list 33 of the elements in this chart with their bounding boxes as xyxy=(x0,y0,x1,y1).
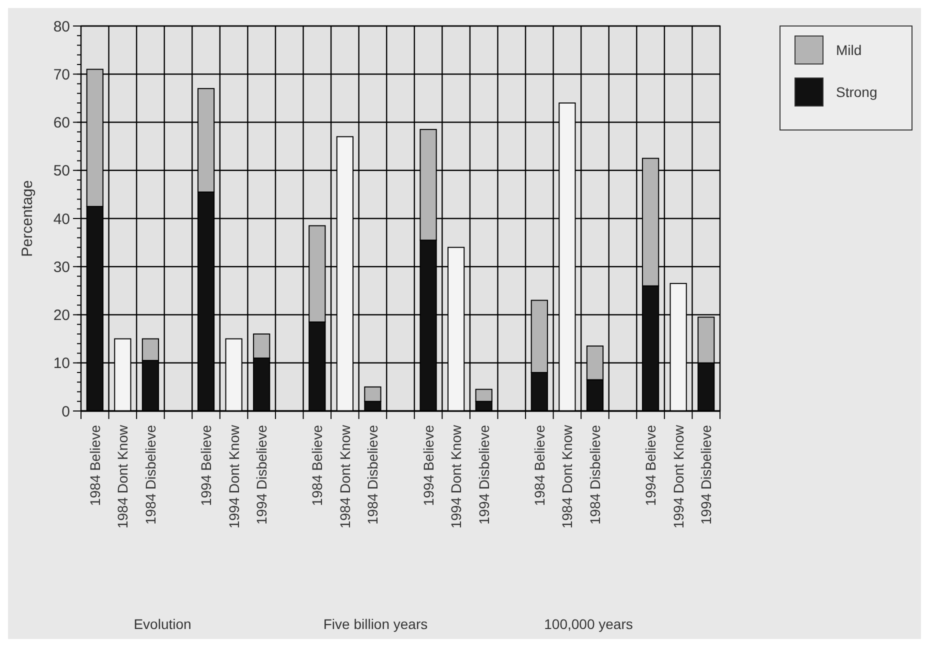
y-tick-label: 20 xyxy=(53,307,70,324)
y-tick-label: 0 xyxy=(62,403,70,420)
text: Evolution xyxy=(134,616,192,632)
legend-label: Mild xyxy=(836,42,862,58)
x-tick-label: 1994 Disbelieve xyxy=(698,424,714,525)
y-tick-label: 50 xyxy=(53,162,70,180)
text: Five billion years xyxy=(323,616,428,632)
x-tick-label: 1994 Believe xyxy=(420,424,436,506)
y-tick-label: 80 xyxy=(53,18,70,36)
y-axis-title: Percentage xyxy=(19,180,36,257)
x-tick-label: 1984 Dont Know xyxy=(559,424,576,529)
x-tick-label: 1984 Believe xyxy=(86,424,103,506)
x-tick-label: 1994 Dont Know xyxy=(226,424,242,529)
x-tick-label: 1984 Disbelieve xyxy=(586,424,603,525)
x-tick-label: 1994 Disbelieve xyxy=(254,424,270,525)
y-tick-label: 70 xyxy=(53,66,70,84)
x-tick-label: 1984 Dont Know xyxy=(336,424,353,529)
x-tick-label: 1994 Believe xyxy=(198,424,214,506)
y-tick-label: 40 xyxy=(53,210,70,228)
legend-label: Strong xyxy=(836,84,878,100)
x-tick-label: 1984 Disbelieve xyxy=(142,424,158,525)
x-tick-label: 1984 Believe xyxy=(531,424,548,506)
x-tick-label: 1984 Disbelieve xyxy=(364,424,381,525)
y-tick-label: 10 xyxy=(53,355,70,372)
x-tick-label: 1994 Disbelieve xyxy=(476,424,492,525)
x-tick-label: 1994 Dont Know xyxy=(670,424,686,529)
text: 100,000 years xyxy=(544,616,633,632)
x-tick-label: 1994 Believe xyxy=(642,424,659,506)
y-tick-label: 30 xyxy=(53,258,70,276)
x-tick-label: 1984 Believe xyxy=(309,424,326,506)
y-tick-label: 60 xyxy=(53,114,70,132)
x-tick-label: 1994 Dont Know xyxy=(448,424,464,529)
x-tick-label: 1984 Dont Know xyxy=(114,424,131,529)
